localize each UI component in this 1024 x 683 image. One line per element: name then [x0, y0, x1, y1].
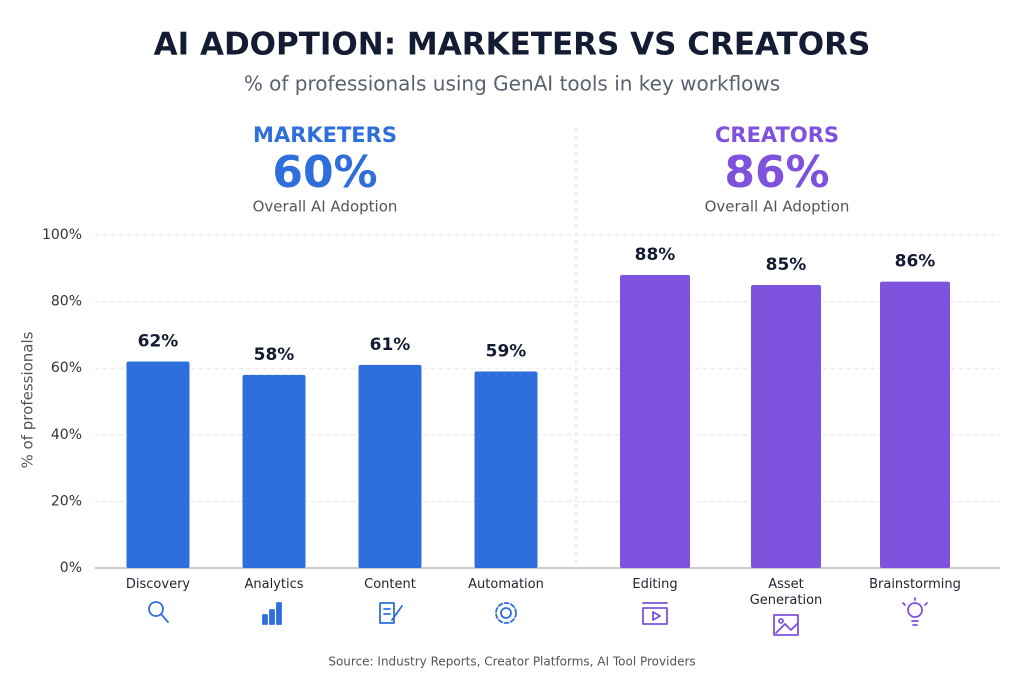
bar [880, 281, 950, 568]
y-tick-label: 40% [51, 427, 82, 443]
group-name: CREATORS [715, 123, 839, 147]
value-label: 61% [370, 335, 411, 355]
x-tick-label: Discovery [125, 577, 191, 592]
x-tick-label: Automation [468, 577, 544, 592]
y-tick-label: 100% [42, 227, 82, 243]
y-axis-label: % of professionals [19, 331, 37, 468]
chart-title: AI ADOPTION: MARKETERS VS CREATORS [154, 27, 871, 63]
bar [242, 374, 306, 568]
x-tick-label: Content [364, 577, 416, 592]
group-caption: Overall AI Adoption [705, 198, 850, 216]
bar [358, 364, 422, 568]
x-tick-label: Brainstorming [869, 577, 961, 592]
y-tick-label: 80% [51, 294, 82, 310]
group-overall: 60% [272, 147, 377, 198]
value-label: 86% [895, 252, 936, 272]
value-label: 85% [766, 255, 807, 275]
icons-creators [642, 597, 928, 636]
x-tick-label: Analytics [244, 577, 304, 592]
y-tick-label: 60% [51, 360, 82, 376]
value-label: 58% [254, 345, 295, 365]
icons-marketers [148, 601, 517, 625]
bar [126, 361, 190, 568]
y-tick-label: 0% [60, 560, 82, 576]
value-label: 59% [486, 342, 527, 362]
bar [474, 371, 538, 568]
value-label: 62% [138, 332, 179, 352]
value-label: 88% [635, 245, 676, 265]
x-tick-label: Editing [632, 577, 678, 592]
y-tick-label: 20% [51, 493, 82, 509]
group-name: MARKETERS [253, 123, 397, 147]
bar [620, 274, 690, 568]
group-overall: 86% [724, 147, 829, 198]
group-caption: Overall AI Adoption [253, 198, 398, 216]
x-tick-label: Asset Generation [749, 577, 823, 608]
bar [751, 284, 821, 568]
chart-subtitle: % of professionals using GenAI tools in … [244, 72, 780, 96]
source: Source: Industry Reports, Creator Platfo… [328, 655, 695, 669]
